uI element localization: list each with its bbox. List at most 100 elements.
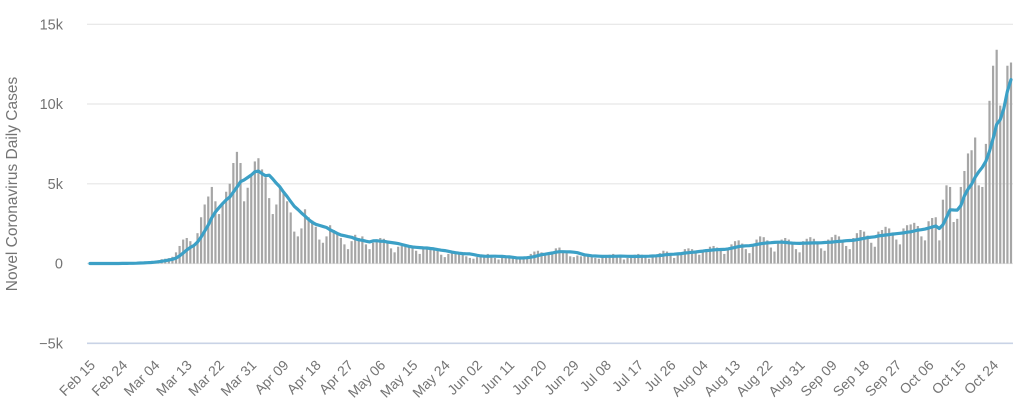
y-axis-title: Novel Coronavirus Daily Cases <box>4 77 21 292</box>
daily-cases-bar <box>354 234 357 264</box>
daily-cases-bar <box>544 255 547 264</box>
daily-cases-bar <box>440 254 443 264</box>
daily-cases-bar <box>637 253 640 264</box>
daily-cases-bar <box>694 252 697 264</box>
daily-cases-bar <box>339 237 342 264</box>
daily-cases-bar <box>920 236 923 264</box>
daily-cases-bar <box>819 248 823 264</box>
daily-cases-bar <box>379 237 382 264</box>
daily-cases-bar <box>723 253 726 264</box>
daily-cases-bar <box>497 259 500 264</box>
daily-cases-bar <box>561 250 565 264</box>
daily-cases-bar <box>590 256 593 264</box>
daily-cases-bar <box>576 255 579 264</box>
daily-cases-bar <box>726 248 729 264</box>
daily-cases-bar <box>877 231 880 264</box>
daily-cases-bar <box>450 252 454 264</box>
daily-cases-bar <box>214 201 217 264</box>
daily-cases-bar <box>490 255 493 264</box>
daily-cases-bar <box>1006 65 1009 264</box>
daily-cases-bar <box>239 163 242 264</box>
daily-cases-bar <box>762 237 765 264</box>
daily-cases-bar <box>221 204 224 264</box>
daily-cases-bar <box>665 251 669 264</box>
daily-cases-bar <box>873 246 876 264</box>
x-tick-label: Mar 31 <box>217 357 259 399</box>
daily-cases-bar <box>981 186 984 264</box>
daily-cases-bar <box>332 230 335 264</box>
daily-cases-bar <box>633 254 636 264</box>
daily-cases-bar <box>508 256 511 264</box>
daily-cases-bar <box>916 226 919 264</box>
daily-cases-bar <box>931 218 934 264</box>
daily-cases-bar <box>880 230 884 264</box>
daily-cases-bar <box>501 257 504 264</box>
daily-cases-bar <box>662 250 665 264</box>
daily-cases-bar <box>422 249 425 264</box>
daily-cases-bar <box>372 242 375 264</box>
daily-cases-bar <box>791 242 794 264</box>
daily-cases-bar <box>364 244 368 264</box>
daily-cases-bar <box>984 143 988 264</box>
daily-cases-bar <box>816 242 819 264</box>
daily-cases-bar <box>587 253 590 264</box>
daily-cases-bar <box>447 253 450 264</box>
daily-cases-bar <box>866 235 869 264</box>
daily-cases-bar <box>601 257 604 264</box>
daily-cases-bar <box>970 150 973 264</box>
daily-cases-bar <box>329 225 332 264</box>
daily-cases-bar <box>386 241 389 264</box>
daily-cases-bar <box>690 249 694 264</box>
daily-cases-bar <box>827 239 830 264</box>
daily-cases-bar <box>318 239 321 264</box>
daily-cases-bar <box>235 151 239 264</box>
daily-cases-bar <box>246 187 249 264</box>
daily-cases-bar <box>948 186 952 264</box>
daily-cases-bar <box>400 245 403 264</box>
daily-cases-bar <box>504 257 507 264</box>
daily-cases-bar <box>461 253 464 264</box>
x-tick-label: Oct 06 <box>896 357 937 398</box>
daily-cases-bar <box>859 230 862 264</box>
daily-cases-bar <box>963 170 966 264</box>
daily-cases-bar <box>375 239 378 264</box>
daily-cases-bar <box>619 257 622 264</box>
daily-cases-bar <box>418 253 421 264</box>
daily-cases-bar <box>830 237 833 264</box>
daily-cases-bar <box>282 193 285 264</box>
daily-cases-bar <box>479 255 482 264</box>
x-tick-label: Jun 02 <box>444 357 485 398</box>
daily-cases-bar <box>289 212 292 264</box>
daily-cases-bar <box>751 244 755 264</box>
daily-cases-bar <box>776 242 780 264</box>
daily-cases-bar <box>988 100 991 264</box>
daily-cases-bar <box>404 244 407 264</box>
daily-cases-bar <box>852 237 855 264</box>
daily-cases-bar <box>271 214 274 264</box>
daily-cases-bar <box>458 252 461 264</box>
daily-cases-bar <box>683 249 686 264</box>
daily-cases-bar <box>565 253 568 264</box>
daily-cases-bar <box>991 65 995 264</box>
daily-cases-bar <box>579 256 583 264</box>
daily-cases-bar <box>719 250 722 264</box>
daily-cases-bar <box>615 255 618 264</box>
daily-cases-bar <box>769 247 772 264</box>
daily-cases-bar <box>673 257 676 264</box>
daily-cases-bar <box>898 244 902 264</box>
daily-cases-bar <box>733 241 737 264</box>
daily-cases-bar <box>300 228 303 264</box>
daily-cases-bar <box>802 241 805 264</box>
daily-cases-bar <box>293 231 296 264</box>
daily-cases-bar <box>938 240 941 264</box>
daily-cases-bar <box>888 228 891 264</box>
daily-cases-bar <box>264 177 267 264</box>
daily-cases-bar <box>475 257 479 264</box>
daily-cases-bar <box>644 257 647 264</box>
daily-cases-bar <box>465 256 468 264</box>
daily-cases-bar <box>959 186 962 264</box>
daily-cases-bar <box>307 217 310 264</box>
y-tick-label: −5k <box>39 336 64 352</box>
daily-cases-bar <box>604 255 608 264</box>
